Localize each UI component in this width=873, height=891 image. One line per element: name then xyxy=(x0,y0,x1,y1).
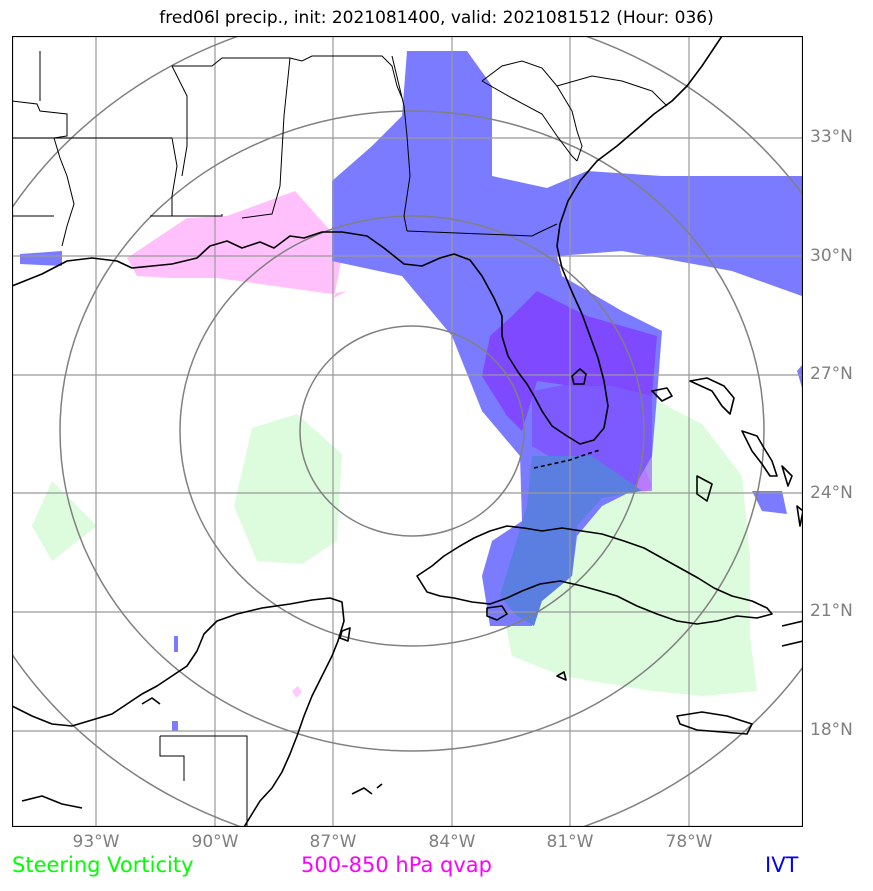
legend-steering-vorticity: Steering Vorticity xyxy=(12,853,194,877)
map-panel xyxy=(12,36,803,827)
lon-label-87w: 87°W xyxy=(309,832,357,852)
lon-label-81w: 81°W xyxy=(546,832,594,852)
lon-label-78w: 78°W xyxy=(665,832,713,852)
coastline xyxy=(12,36,803,827)
lat-label-30n: 30°N xyxy=(810,246,853,266)
lat-label-27n: 27°N xyxy=(810,364,853,384)
map-frame xyxy=(12,36,803,827)
lon-label-93w: 93°W xyxy=(72,832,120,852)
lat-label-21n: 21°N xyxy=(810,601,853,621)
lat-label-18n: 18°N xyxy=(810,720,853,740)
lat-label-33n: 33°N xyxy=(810,127,853,147)
lat-label-24n: 24°N xyxy=(810,483,853,503)
legend-ivt: IVT xyxy=(765,853,799,877)
lon-label-84w: 84°W xyxy=(428,832,476,852)
borders xyxy=(12,51,668,827)
range-rings xyxy=(12,36,803,827)
lon-label-90w: 90°W xyxy=(191,832,239,852)
overlap-fill xyxy=(500,456,642,626)
map-title: fred06l precip., init: 2021081400, valid… xyxy=(159,8,714,28)
legend-qvap: 500-850 hPa qvap xyxy=(301,853,492,877)
steering-vorticity-fill xyxy=(32,394,757,696)
